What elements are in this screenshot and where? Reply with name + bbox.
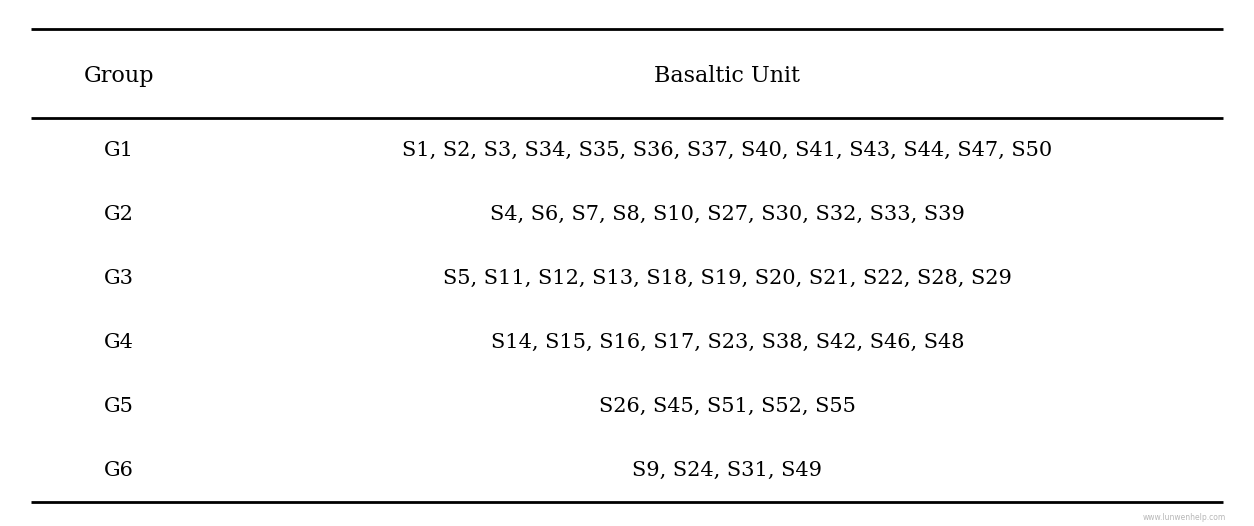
Text: S5, S11, S12, S13, S18, S19, S20, S21, S22, S28, S29: S5, S11, S12, S13, S18, S19, S20, S21, S… <box>443 269 1012 288</box>
Text: G6: G6 <box>104 461 134 480</box>
Text: G1: G1 <box>104 141 134 160</box>
Text: S9, S24, S31, S49: S9, S24, S31, S49 <box>632 461 823 480</box>
Text: Group: Group <box>84 65 154 87</box>
Text: S4, S6, S7, S8, S10, S27, S30, S32, S33, S39: S4, S6, S7, S8, S10, S27, S30, S32, S33,… <box>490 205 964 224</box>
Text: Basaltic Unit: Basaltic Unit <box>655 65 800 87</box>
Text: G3: G3 <box>104 269 134 288</box>
Text: S26, S45, S51, S52, S55: S26, S45, S51, S52, S55 <box>599 397 855 416</box>
Text: G2: G2 <box>104 205 134 224</box>
Text: G5: G5 <box>104 397 134 416</box>
Text: S14, S15, S16, S17, S23, S38, S42, S46, S48: S14, S15, S16, S17, S23, S38, S42, S46, … <box>490 333 964 352</box>
Text: www.lunwenhelp.com: www.lunwenhelp.com <box>1144 513 1226 522</box>
Text: G4: G4 <box>104 333 134 352</box>
Text: S1, S2, S3, S34, S35, S36, S37, S40, S41, S43, S44, S47, S50: S1, S2, S3, S34, S35, S36, S37, S40, S41… <box>403 141 1052 160</box>
